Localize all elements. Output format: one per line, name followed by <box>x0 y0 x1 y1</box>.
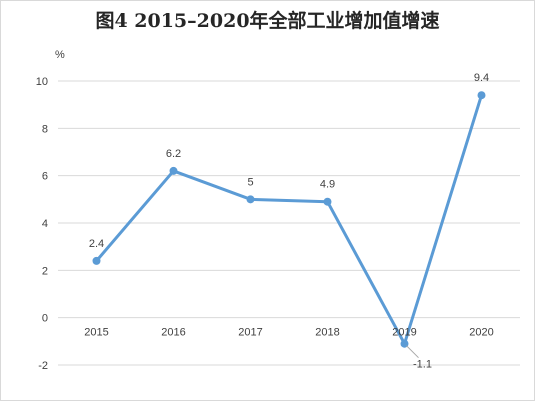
y-tick-label: 2 <box>42 265 48 277</box>
y-tick-label: 8 <box>42 123 48 135</box>
data-label: 5 <box>247 176 253 188</box>
y-tick-label: 0 <box>42 313 48 325</box>
data-labels: 2.4 6.2 5 4.9 -1.1 9.4 <box>89 72 489 371</box>
data-label: 9.4 <box>474 72 489 84</box>
y-tick-label: 6 <box>42 171 48 183</box>
y-tick-label: -2 <box>38 360 48 372</box>
chart-title: 图4 2015–2020年全部工业增加值增速 <box>95 10 440 32</box>
y-unit-label: % <box>55 49 65 61</box>
data-label: 2.4 <box>89 238 104 250</box>
data-label-leader <box>406 345 419 359</box>
data-label: 6.2 <box>166 148 181 160</box>
x-tick-label: 2015 <box>84 327 108 339</box>
y-axis-ticks: -2 0 2 4 6 8 10 <box>36 76 48 372</box>
x-tick-label: 2020 <box>469 327 493 339</box>
data-point <box>169 166 178 175</box>
data-label: -1.1 <box>413 359 432 371</box>
series-line <box>92 91 486 348</box>
data-label: 4.9 <box>320 179 335 191</box>
y-tick-label: 4 <box>42 218 48 230</box>
x-axis-ticks: 2015 2016 2017 2018 2019 2020 <box>84 327 493 339</box>
x-tick-label: 2016 <box>161 327 185 339</box>
x-tick-label: 2018 <box>315 327 339 339</box>
y-tick-label: 10 <box>36 76 48 88</box>
series-path <box>95 94 483 346</box>
data-point <box>477 91 486 100</box>
x-tick-label: 2019 <box>392 327 416 339</box>
data-point <box>246 195 255 204</box>
x-tick-label: 2017 <box>238 327 262 339</box>
data-point <box>323 197 332 206</box>
data-point <box>92 256 101 265</box>
